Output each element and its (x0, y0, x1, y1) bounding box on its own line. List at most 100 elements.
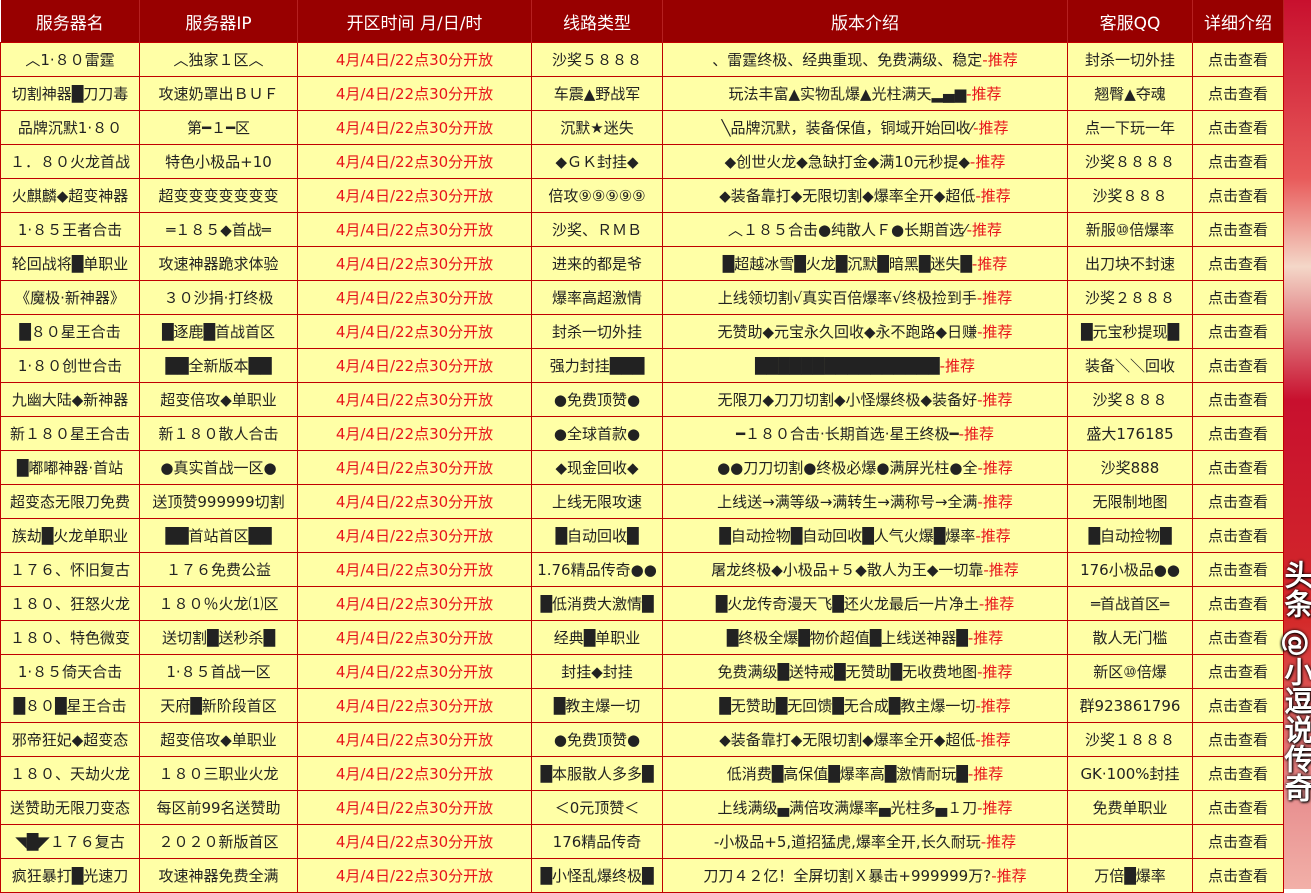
details-link[interactable]: 点击查看 (1192, 42, 1284, 77)
version-intro: █火龙传奇漫天飞█还火龙最后一片净土-推荐 (662, 586, 1068, 621)
version-text: 玩法丰富▲实物乱爆▲光柱满天▂▄▆ (728, 85, 967, 103)
support-qq: 176小极品●● (1067, 552, 1193, 587)
details-link[interactable]: 点击查看 (1192, 552, 1284, 587)
server-ip: 1·８５首战一区 (139, 654, 298, 689)
open-time: 4月/4日/22点30分开放 (297, 178, 532, 213)
recommend-tag: -推荐 (977, 663, 1013, 681)
support-qq (1067, 824, 1193, 859)
table-row: １８０、天劫火龙 １８０三职业火龙 4月/4日/22点30分开放 █本服散人多多█ 低消… (0, 756, 1284, 791)
details-link[interactable]: 点击查看 (1192, 620, 1284, 655)
line-type: 上线无限攻速 (531, 484, 663, 519)
support-qq: █元宝秒提现█ (1067, 314, 1193, 349)
version-intro: 免费满级█送特戒█无赞助█无收费地图-推荐 (662, 654, 1068, 689)
version-intro: -小极品+5,道招猛虎,爆率全开,长久耐玩-推荐 (662, 824, 1068, 859)
server-ip: ３０沙捐·打终极 (139, 280, 298, 315)
header-version-intro: 版本介绍 (662, 0, 1068, 43)
open-time: 4月/4日/22点30分开放 (297, 382, 532, 417)
details-link[interactable]: 点击查看 (1192, 348, 1284, 383)
open-time: 4月/4日/22点30分开放 (297, 348, 532, 383)
details-link[interactable]: 点击查看 (1192, 858, 1284, 893)
version-intro: █终极全爆█物价超值█上线送神器█-推荐 (662, 620, 1068, 655)
version-intro: 上线满级▄满倍攻满爆率▄光柱多▄１刀-推荐 (662, 790, 1068, 825)
details-link[interactable]: 点击查看 (1192, 450, 1284, 485)
header-server-name: 服务器名 (0, 0, 140, 43)
details-link[interactable]: 点击查看 (1192, 722, 1284, 757)
version-text: ╲品牌沉默，装备保值，铜域开始回收⁄ (721, 119, 974, 137)
details-link[interactable]: 点击查看 (1192, 586, 1284, 621)
version-intro: 、雷霆终极、经典重现、免费满级、稳定-推荐 (662, 42, 1068, 77)
open-time: 4月/4日/22点30分开放 (297, 144, 532, 179)
recommend-tag: -推荐 (977, 799, 1013, 817)
version-text: 上线送→满等级→满转生→满称号→全满 (717, 493, 978, 511)
version-intro: 屠龙终极◆小极品+５◆散人为王◆一切靠-推荐 (662, 552, 1068, 587)
version-intro: ◆装备靠打◆无限切割◆爆率全开◆超低-推荐 (662, 722, 1068, 757)
details-link[interactable]: 点击查看 (1192, 76, 1284, 111)
table-row: 送赞助无限刀变态 每区前99名送赞助 4月/4日/22点30分开放 ＜0元顶赞＜ 上线满… (0, 790, 1284, 825)
details-link[interactable]: 点击查看 (1192, 688, 1284, 723)
version-text: ━１８０合击·长期首选·星王终极━ (735, 425, 959, 443)
version-intro: █无赞助█无回馈█无合成█教主爆一切-推荐 (662, 688, 1068, 723)
details-link[interactable]: 点击查看 (1192, 212, 1284, 247)
details-link[interactable]: 点击查看 (1192, 654, 1284, 689)
open-time: 4月/4日/22点30分开放 (297, 450, 532, 485)
server-name: 1·８０创世合击 (0, 348, 140, 383)
open-time: 4月/4日/22点30分开放 (297, 620, 532, 655)
version-intro: ●●刀刀切割●终极必爆●满屏光柱●全-推荐 (662, 450, 1068, 485)
version-intro: 上线领切割√真实百倍爆率√终极捡到手-推荐 (662, 280, 1068, 315)
server-name: 邪帝狂妃◆超变态 (0, 722, 140, 757)
table-row: １．８０火龙首战 特色小极品+10 4月/4日/22点30分开放 ◆ＧＫ封挂◆ ◆创世火… (0, 144, 1284, 179)
version-intro: 无赞助◆元宝永久回收◆永不跑路◆日赚-推荐 (662, 314, 1068, 349)
support-qq: 散人无门槛 (1067, 620, 1193, 655)
details-link[interactable]: 点击查看 (1192, 280, 1284, 315)
server-ip: ︿独家１区︿ (139, 42, 298, 77)
version-text: ︿１８５合击●纯散人Ｆ●长期首选⁄ (727, 221, 967, 239)
server-ip: ═１８５◆首战═ (139, 212, 298, 247)
version-text: █超越冰雪█火龙█沉默█暗黑█迷失█ (722, 255, 972, 273)
open-time: 4月/4日/22点30分开放 (297, 824, 532, 859)
server-name: 族劫█火龙单职业 (0, 518, 140, 553)
server-name: １７６、怀旧复古 (0, 552, 140, 587)
table-row: 1·８５王者合击 ═１８５◆首战═ 4月/4日/22点30分开放 沙奖、ＲＭＢ ︿１８５… (0, 212, 1284, 247)
server-ip: 每区前99名送赞助 (139, 790, 298, 825)
support-qq: 沙奖８８８ (1067, 382, 1193, 417)
decorative-banner-edge (1283, 0, 1311, 889)
server-ip: 送切割█送秒杀█ (139, 620, 298, 655)
table-row: 新１８０星王合击 新１８０散人合击 4月/4日/22点30分开放 ●全球首款● ━１８０… (0, 416, 1284, 451)
details-link[interactable]: 点击查看 (1192, 314, 1284, 349)
server-name: 送赞助无限刀变态 (0, 790, 140, 825)
details-link[interactable]: 点击查看 (1192, 756, 1284, 791)
line-type: █自动回收█ (531, 518, 663, 553)
server-ip: 攻速神器免费全满 (139, 858, 298, 893)
details-link[interactable]: 点击查看 (1192, 790, 1284, 825)
version-text: -小极品+5,道招猛虎,爆率全开,长久耐玩 (713, 833, 981, 851)
version-text: █无赞助█无回馈█无合成█教主爆一切 (719, 697, 976, 715)
open-time: 4月/4日/22点30分开放 (297, 858, 532, 893)
version-text: ◆创世火龙◆急缺打金◆满10元秒提◆ (724, 153, 970, 171)
table-row: 超变态无限刀免费 送顶赞999999切割 4月/4日/22点30分开放 上线无限攻速上… (0, 484, 1284, 519)
server-name: 1·８５王者合击 (0, 212, 140, 247)
server-ip: １８０％火龙⑴区 (139, 586, 298, 621)
recommend-tag: -推荐 (966, 85, 1002, 103)
details-link[interactable]: 点击查看 (1192, 110, 1284, 145)
details-link[interactable]: 点击查看 (1192, 484, 1284, 519)
line-type: 176精品传奇 (531, 824, 663, 859)
details-link[interactable]: 点击查看 (1192, 518, 1284, 553)
details-link[interactable]: 点击查看 (1192, 824, 1284, 859)
details-link[interactable]: 点击查看 (1192, 246, 1284, 281)
details-link[interactable]: 点击查看 (1192, 382, 1284, 417)
recommend-tag: -推荐 (975, 731, 1011, 749)
details-link[interactable]: 点击查看 (1192, 416, 1284, 451)
details-link[interactable]: 点击查看 (1192, 144, 1284, 179)
details-link[interactable]: 点击查看 (1192, 178, 1284, 213)
line-type: 车震▲野战军 (531, 76, 663, 111)
server-ip: １８０三职业火龙 (139, 756, 298, 791)
server-ip: ██全新版本██ (139, 348, 298, 383)
recommend-tag: -推荐 (975, 187, 1011, 205)
version-text: 低消费█高保值█爆率高█激情耐玩█ (726, 765, 968, 783)
table-row: １８０、狂怒火龙 １８０％火龙⑴区 4月/4日/22点30分开放 █低消费大激情█ █火… (0, 586, 1284, 621)
open-time: 4月/4日/22点30分开放 (297, 314, 532, 349)
version-text: █自动捡物█自动回收█人气火爆█爆率 (719, 527, 976, 545)
recommend-tag: -推荐 (969, 153, 1006, 171)
header-support-qq: 客服QQ (1067, 0, 1193, 43)
support-qq: 沙奖８８８８ (1067, 144, 1193, 179)
